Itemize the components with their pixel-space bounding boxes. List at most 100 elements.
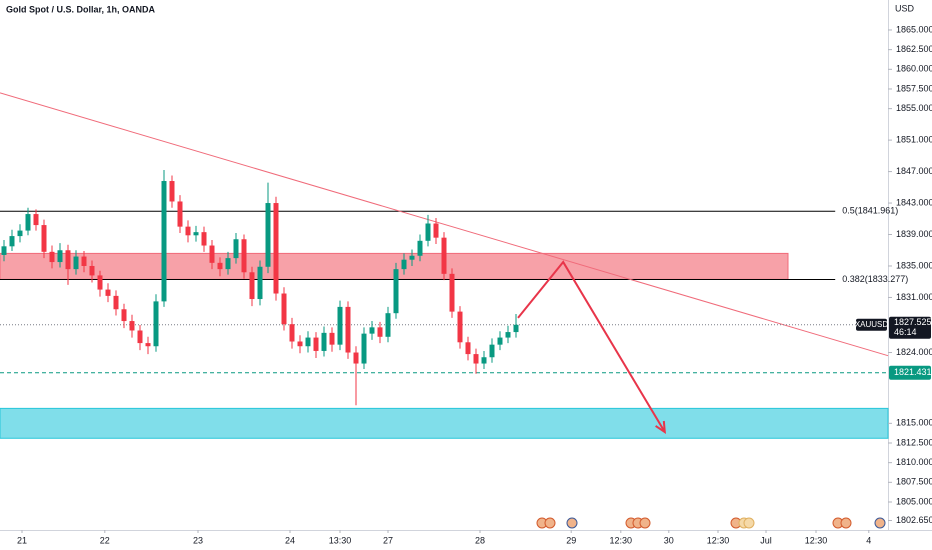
candle-body <box>217 262 223 270</box>
y-tick-label: 1835.000 <box>896 260 932 270</box>
x-tick-label: 23 <box>193 535 203 545</box>
support-price-box <box>889 365 931 380</box>
x-tick-label: 12:30 <box>805 535 828 545</box>
x-tick-label: 30 <box>664 535 674 545</box>
candle-body <box>177 201 183 227</box>
candle-body <box>361 333 367 364</box>
candle-body <box>201 232 207 246</box>
candle-body <box>377 327 383 337</box>
candle-body <box>25 214 31 231</box>
event-icon <box>639 517 651 529</box>
candle-body <box>185 226 191 236</box>
x-tick-label: 22 <box>100 535 110 545</box>
candle-body <box>49 251 55 263</box>
y-tick-label: 1855.000 <box>896 103 932 113</box>
candle-body <box>129 321 135 331</box>
candle-body <box>105 289 111 296</box>
candle-body <box>425 223 431 241</box>
candle-body <box>465 342 471 355</box>
candle-body <box>121 309 127 322</box>
candle-body <box>313 337 319 351</box>
candle-body <box>241 239 247 273</box>
candle-body <box>97 275 103 290</box>
candle-body <box>145 343 151 347</box>
candle-body <box>73 256 79 270</box>
x-tick-label: 4 <box>866 535 871 545</box>
countdown-label: 46:14 <box>894 327 917 337</box>
y-tick-label: 1847.000 <box>896 166 932 176</box>
arrow-head <box>655 420 666 434</box>
candle-body <box>393 269 399 314</box>
candle-body <box>401 259 407 270</box>
y-tick-label: 1860.000 <box>896 64 932 74</box>
candle-body <box>337 306 343 345</box>
x-tick-label: 12:30 <box>610 535 633 545</box>
candle-body <box>273 203 279 294</box>
event-icon <box>566 517 578 529</box>
candle-body <box>161 181 167 302</box>
candle-body <box>41 225 47 252</box>
event-icons <box>536 517 886 529</box>
candle-body <box>249 272 255 300</box>
y-tick-label: 1865.000 <box>896 24 932 34</box>
x-tick-label: 21 <box>17 535 27 545</box>
last-price-label: 1827.525 <box>894 317 932 327</box>
candle-body <box>345 306 351 353</box>
level-label: 0.382(1833.277) <box>842 274 908 284</box>
event-icon <box>840 517 852 529</box>
candle-body <box>81 256 87 266</box>
symbol-box <box>856 318 887 331</box>
level-label: 0.5(1841.961) <box>842 206 898 216</box>
candle-body <box>281 293 287 325</box>
x-tick-label: 29 <box>566 535 576 545</box>
x-tick-label: 27 <box>383 535 393 545</box>
y-tick-label: 1862.500 <box>896 44 932 54</box>
x-tick-label: 12:30 <box>707 535 730 545</box>
candle-body <box>385 313 391 337</box>
last-price-box <box>889 316 931 339</box>
candle-body <box>17 230 23 237</box>
y-tick-label: 1807.500 <box>896 477 932 487</box>
currency-label: USD <box>895 3 915 13</box>
candle-body <box>441 237 447 274</box>
candle-body <box>473 354 479 364</box>
candle-body <box>137 330 143 344</box>
candle-body <box>169 181 175 202</box>
candle-body <box>513 324 519 333</box>
candle-body <box>433 223 439 238</box>
event-icon <box>874 517 886 529</box>
candle-body <box>33 214 39 226</box>
x-tick-label: 24 <box>285 535 295 545</box>
forecast-arrow <box>517 260 666 433</box>
candle-body <box>265 203 271 267</box>
support-price-label: 1821.431 <box>894 367 932 377</box>
y-tick-label: 1857.500 <box>896 83 932 93</box>
candle-body <box>289 324 295 342</box>
candle-body <box>1 246 7 255</box>
trendline <box>0 92 889 357</box>
chart-title: Gold Spot / U.S. Dollar, 1h, OANDA <box>6 4 156 14</box>
y-tick-label: 1802.650 <box>896 515 932 525</box>
candle-body <box>305 337 311 347</box>
zone <box>0 407 889 439</box>
candle-body <box>113 295 119 310</box>
candle-body <box>233 239 239 259</box>
candle-body <box>153 301 159 347</box>
candle-body <box>505 332 511 338</box>
symbol-label: XAUUSD <box>855 320 889 329</box>
candle-body <box>489 344 495 358</box>
y-tick-label: 1805.000 <box>896 496 932 506</box>
y-tick-label: 1812.500 <box>896 437 932 447</box>
event-icon <box>743 517 755 529</box>
candle-body <box>9 236 15 247</box>
y-tick-label: 1851.000 <box>896 134 932 144</box>
candle-body <box>369 327 375 334</box>
candle-body <box>481 357 487 364</box>
candle-body <box>449 273 455 312</box>
event-icon <box>544 517 556 529</box>
y-tick-label: 1831.000 <box>896 292 932 302</box>
candle-body <box>225 258 231 270</box>
candle-body <box>57 250 63 263</box>
